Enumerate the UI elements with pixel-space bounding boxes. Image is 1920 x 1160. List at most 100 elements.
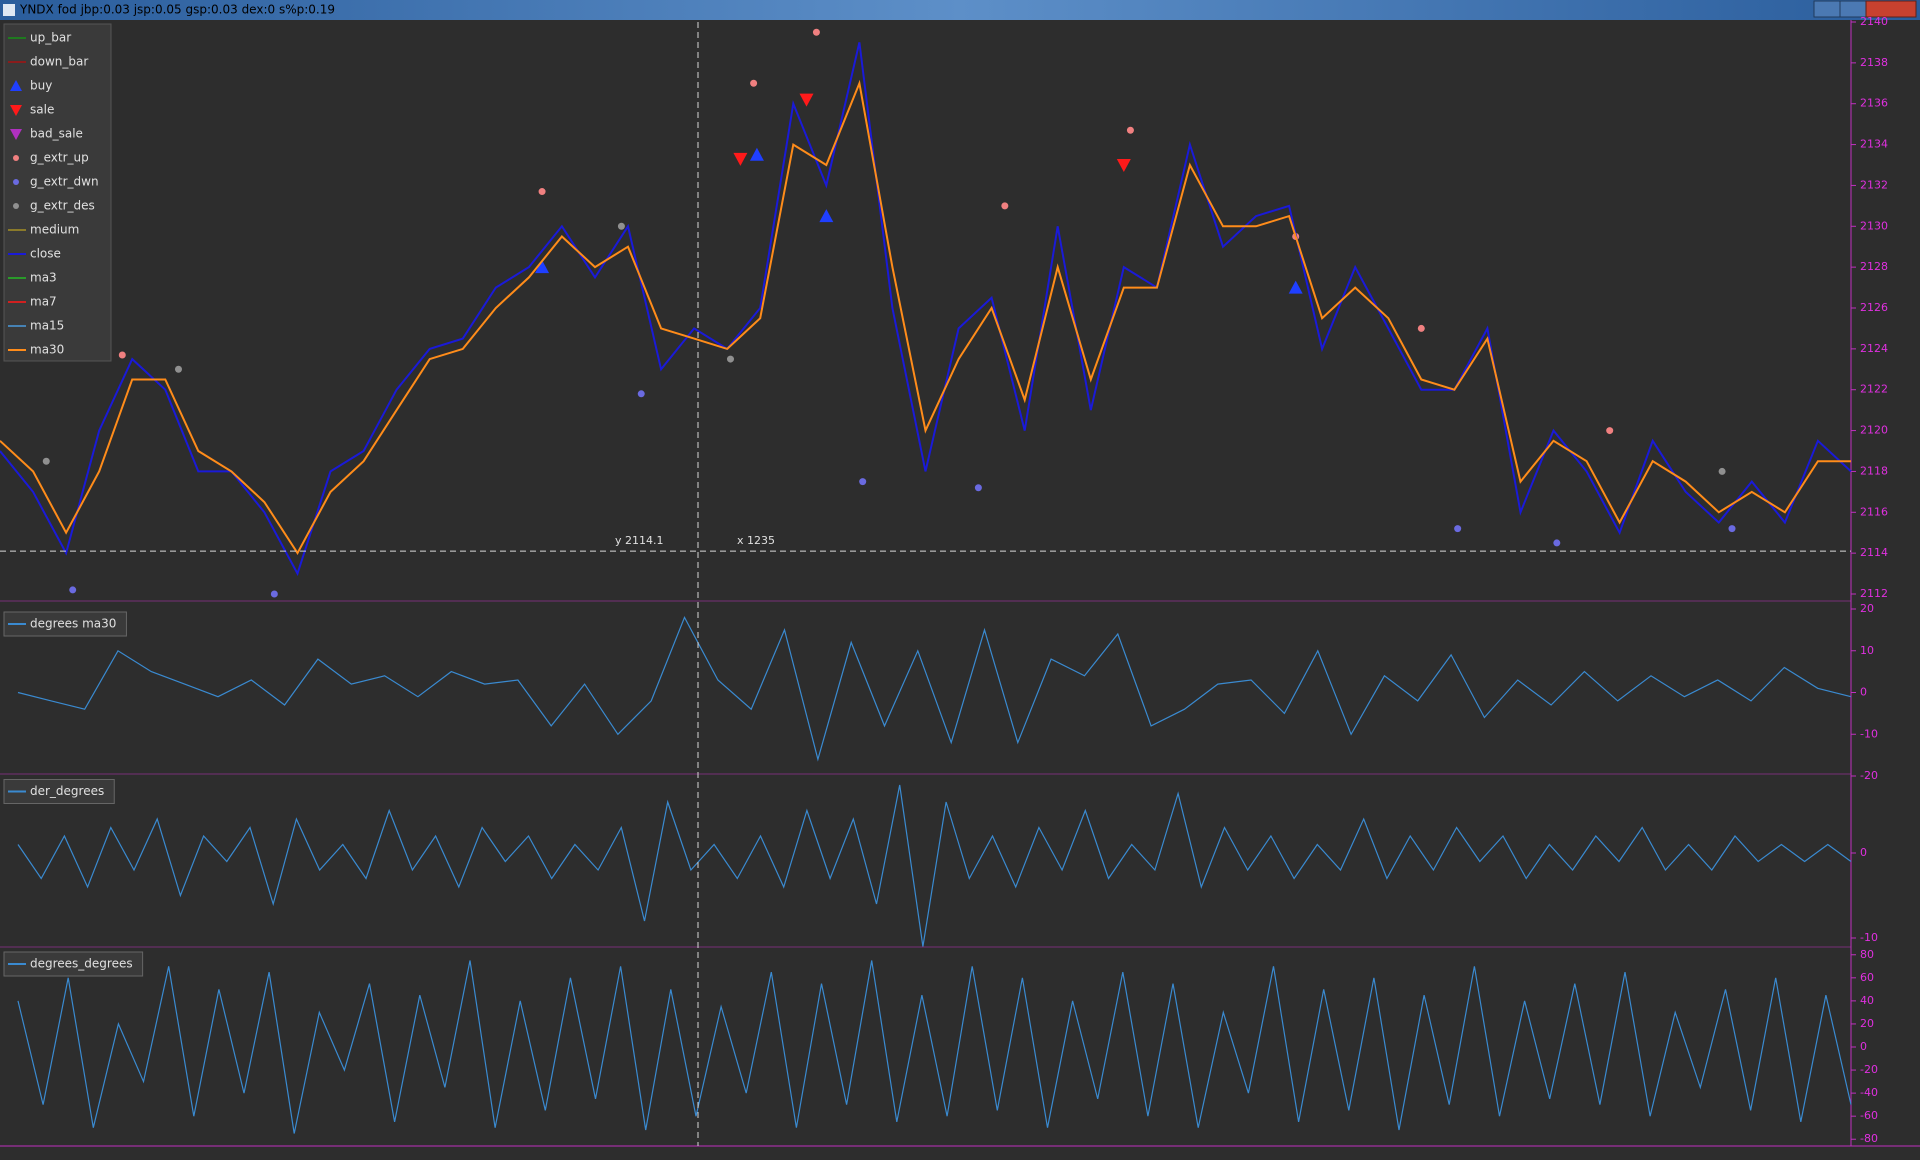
legend-label: degrees_degrees [30,957,133,971]
y-tick-label: 40 [1860,994,1874,1007]
legend-swatch [13,155,19,161]
legend-swatch [10,105,22,116]
y-tick-label: -20 [1860,1063,1878,1076]
extremum-point [538,188,546,196]
legend-label: g_extr_up [30,151,89,165]
y-tick-label: 60 [1860,971,1874,984]
extremum-point [637,390,645,398]
extremum-point [617,222,625,230]
y-tick-label: 0 [1860,686,1867,699]
buy-marker [749,147,764,161]
y-tick-label: 2126 [1860,301,1888,314]
buy-marker [1288,280,1303,294]
extremum-point [1126,126,1134,134]
y-tick-label: 2136 [1860,97,1888,110]
y-tick-label: 2130 [1860,219,1888,232]
extremum-point [859,478,867,486]
legend-box [3,23,112,362]
extremum-point [812,28,820,36]
series-line [0,79,1851,556]
y-tick-label: 2114 [1860,546,1888,559]
legend-label: der_degrees [30,784,104,798]
crosshair-x-label: x 1235 [737,534,775,547]
legend-label: ma7 [30,295,57,309]
extremum-point [1454,525,1462,533]
legend-label: g_extr_dwn [30,175,99,189]
extremum-point [1718,467,1726,475]
crosshair-y-label: y 2114.1 [615,534,664,547]
extremum-point [42,457,50,465]
legend-label: sale [30,103,54,117]
y-tick-label: -20 [1860,769,1878,782]
legend-label: ma15 [30,319,64,333]
legend-label: down_bar [30,55,88,69]
y-tick-label: 2122 [1860,383,1888,396]
y-tick-label: -80 [1860,1132,1878,1145]
extremum-point [726,355,734,363]
plot-area [0,20,1851,1146]
app-icon [3,4,15,16]
legend-swatch [13,179,19,185]
legend-swatch [10,80,22,91]
legend-swatch [13,203,19,209]
extremum-point [1606,427,1614,435]
window-title: YNDX fod jbp:0.03 jsp:0.05 gsp:0.03 dex:… [19,3,335,17]
y-tick-label: -60 [1860,1109,1878,1122]
y-tick-label: 0 [1860,846,1867,859]
y-tick-label: -40 [1860,1086,1878,1099]
y-tick-label: 0 [1860,1040,1867,1053]
legend-box [3,611,127,637]
extremum-point [750,79,758,87]
extremum-point [174,365,182,373]
legend-label: up_bar [30,31,71,45]
series-line [17,784,1852,947]
extremum-point [1417,324,1425,332]
buy-marker [535,260,550,274]
extremum-point [1728,525,1736,533]
series-line [17,615,1852,762]
title-bar [0,0,1920,20]
sale-marker [799,93,814,107]
legend-label: g_extr_des [30,199,95,213]
y-tick-label: 10 [1860,644,1874,657]
y-tick-label: -10 [1860,931,1878,944]
legend-box [3,951,144,977]
buy-marker [819,209,834,223]
extremum-point [270,590,278,598]
y-tick-label: 20 [1860,1017,1874,1030]
y-tick-label: 2140 [1860,15,1888,28]
extremum-point [69,586,77,594]
legend-label: ma3 [30,271,57,285]
legend-label: close [30,247,61,261]
y-tick-label: 2134 [1860,138,1888,151]
y-tick-label: 2138 [1860,56,1888,69]
y-tick-label: 2120 [1860,424,1888,437]
y-tick-label: 80 [1860,948,1874,961]
legend-label: buy [30,79,52,93]
y-tick-label: 2132 [1860,178,1888,191]
y-tick-label: 2124 [1860,342,1888,355]
legend-label: ma30 [30,343,64,357]
y-tick-label: 2128 [1860,260,1888,273]
series-line [17,960,1852,1134]
y-tick-label: 2116 [1860,505,1888,518]
legend-swatch [10,129,22,140]
extremum-point [1001,202,1009,210]
extremum-point [1553,539,1561,547]
close-button[interactable] [1865,0,1917,18]
legend-label: degrees ma30 [30,617,116,631]
extremum-point [974,484,982,492]
extremum-point [118,351,126,359]
y-tick-label: 20 [1860,602,1874,615]
legend-label: bad_sale [30,127,83,141]
sale-marker [1116,159,1131,172]
y-tick-label: 2112 [1860,587,1888,600]
legend-label: medium [30,223,79,237]
sale-marker [733,152,748,166]
y-tick-label: 2118 [1860,464,1888,477]
minimize-button[interactable] [1813,0,1841,18]
series-line [0,42,1852,577]
y-tick-label: -10 [1860,727,1878,740]
